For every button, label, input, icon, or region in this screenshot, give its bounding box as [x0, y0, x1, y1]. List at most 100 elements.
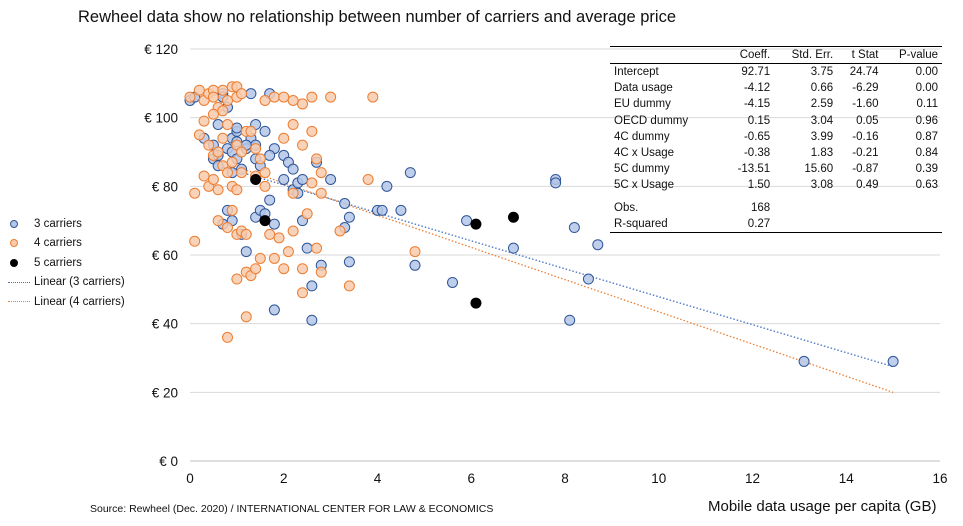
data-point [236, 167, 248, 179]
data-point [189, 187, 201, 199]
data-point [198, 170, 210, 182]
table-cell: 0.05 [856, 114, 879, 127]
table-header-cell: P-value [882, 46, 942, 64]
data-point [311, 242, 323, 254]
data-point [217, 105, 229, 117]
data-point [212, 215, 224, 227]
data-point [297, 98, 308, 110]
data-point [231, 184, 243, 196]
data-point [343, 211, 355, 223]
legend-item-linear-3: Linear (3 carriers) [8, 273, 125, 293]
data-point [264, 149, 276, 161]
data-point [297, 287, 308, 299]
data-point [259, 215, 271, 227]
data-point [564, 314, 576, 326]
data-point [301, 208, 313, 220]
x-tick-label: 8 [561, 471, 569, 486]
data-point [184, 91, 196, 103]
table-cell: 0.15 [747, 114, 771, 127]
legend-item-3-carriers: 3 carriers [8, 214, 125, 234]
data-point [297, 173, 308, 185]
legend-label: 3 carriers [34, 217, 82, 230]
table-row: 5C x Usage 1.50 3.08 0.49 0.63 [610, 177, 942, 193]
y-tick-label: € 60 [152, 248, 178, 263]
data-point [507, 242, 519, 254]
data-point [278, 91, 290, 103]
data-point [226, 204, 238, 216]
data-point [259, 95, 271, 106]
table-cell: -0.16 [852, 130, 879, 143]
data-point [470, 218, 482, 230]
table-cell: -4.12 [743, 82, 771, 95]
table-cell: -4.15 [743, 98, 771, 111]
table-cell: 0.87 [915, 130, 938, 143]
table-cell: 4C x Usage [614, 147, 675, 160]
table-row: Intercept 92.71 3.75 24.74 0.00 [610, 64, 942, 81]
data-point [297, 263, 308, 275]
data-point [212, 119, 224, 131]
data-point [287, 95, 299, 106]
data-point [282, 246, 294, 258]
table-cell: 168 [751, 201, 771, 214]
data-point [550, 177, 562, 189]
data-point [395, 204, 407, 216]
data-point [222, 222, 233, 234]
data-point [278, 132, 290, 144]
table-row: 5C dummy -13.51 15.60 -0.87 0.39 [610, 161, 942, 177]
legend-label: 4 carriers [34, 237, 82, 250]
data-point [306, 125, 318, 137]
data-point [268, 252, 280, 264]
data-point [325, 91, 337, 103]
table-cell: 3.08 [810, 179, 834, 192]
table-header-row: Coeff. Std. Err. t Stat P-value [610, 46, 942, 64]
legend-label: 5 carriers [34, 256, 82, 269]
data-point [240, 246, 252, 258]
table-cell: 3.04 [810, 114, 834, 127]
table-header-cell [610, 46, 724, 64]
data-point [203, 139, 215, 151]
table-cell: -6.29 [852, 82, 879, 95]
data-point [287, 119, 299, 131]
table-cell: 0.96 [915, 114, 938, 127]
data-point [409, 259, 421, 271]
data-point [470, 297, 482, 309]
data-point [381, 180, 393, 192]
table-cell: 0.00 [915, 82, 938, 95]
table-row: Obs. 168 [610, 200, 942, 216]
x-tick-label: 16 [932, 471, 947, 486]
table-header-cell: t Stat [837, 46, 883, 64]
table-cell: 0.84 [915, 147, 938, 160]
x-axis-label: Mobile data usage per capita (GB) [708, 498, 937, 515]
regression-table: Coeff. Std. Err. t Stat P-value Intercep… [610, 46, 942, 233]
y-tick-label: € 20 [152, 385, 178, 400]
x-tick-label: 2 [280, 471, 288, 486]
data-point [259, 125, 271, 137]
data-point [212, 184, 224, 196]
data-point [306, 280, 318, 292]
legend-item-4-carriers: 4 carriers [8, 234, 125, 254]
table-row: Data usage -4.12 0.66 -6.29 0.00 [610, 80, 942, 96]
table-cell: 0.49 [856, 179, 879, 192]
data-point [217, 84, 229, 96]
x-tick-label: 4 [374, 471, 382, 486]
data-point [798, 355, 810, 367]
legend: 3 carriers 4 carriers 5 carriers Linear … [8, 214, 125, 312]
legend-line-linear-4 [8, 301, 30, 303]
table-cell: 1.50 [747, 179, 771, 192]
y-axis-ticks: € 0 € 20 € 40 € 60 € 80 € 100 € 120 [144, 42, 178, 469]
table-header-cell: Std. Err. [774, 46, 838, 64]
data-point [582, 273, 594, 285]
data-point [273, 232, 285, 244]
y-tick-label: € 80 [152, 179, 178, 194]
trendline [213, 163, 894, 368]
data-point [315, 266, 327, 278]
table-cell: 5C x Usage [614, 179, 675, 192]
data-point [236, 146, 248, 158]
data-point [193, 84, 205, 96]
table-cell: -0.65 [743, 130, 771, 143]
table-row: OECD dummy 0.15 3.04 0.05 0.96 [610, 113, 942, 129]
data-point [334, 225, 346, 237]
data-point [198, 115, 210, 127]
data-point [404, 167, 416, 179]
y-tick-label: € 120 [144, 42, 178, 57]
